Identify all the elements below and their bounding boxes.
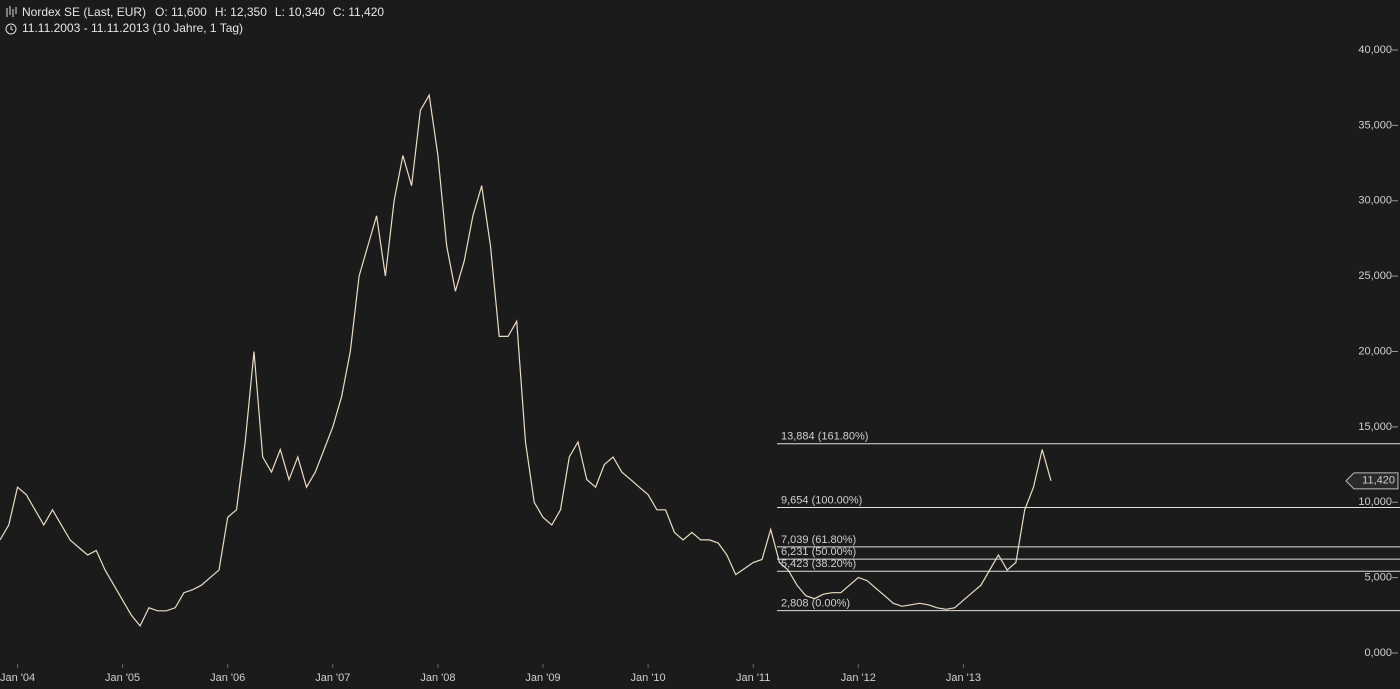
x-tick-label: Jan '04 (0, 672, 35, 684)
x-tick-label: Jan '07 (315, 672, 350, 684)
x-tick-label: Jan '11 (736, 672, 770, 684)
y-tick-label: 40,000 (1358, 44, 1392, 56)
chart-title: Nordex SE (Last, EUR) (22, 5, 146, 19)
y-tick-label: 5,000 (1364, 572, 1392, 584)
level-label: 9,654 (100.00%) (781, 494, 862, 506)
quote-value: C: 11,420 (333, 5, 384, 19)
x-tick-label: Jan '09 (525, 672, 560, 684)
level-label: 7,039 (61.80%) (781, 534, 856, 546)
x-tick-label: Jan '08 (420, 672, 455, 684)
y-tick-label: 30,000 (1358, 195, 1392, 207)
x-tick-label: Jan '13 (946, 672, 981, 684)
x-tick-label: Jan '12 (841, 672, 876, 684)
y-tick-label: 15,000 (1358, 421, 1392, 433)
y-tick-label: 0,000 (1364, 647, 1392, 659)
clock-icon (5, 23, 17, 35)
price-line (0, 93, 1052, 628)
quote-value: O: 11,600 (155, 5, 207, 19)
x-tick-label: Jan '06 (210, 672, 245, 684)
level-label: 2,808 (0.00%) (781, 598, 850, 610)
last-price-label: 11,420 (1362, 475, 1395, 487)
last-price-marker (1345, 472, 1399, 490)
level-label: 6,231 (50.00%) (781, 546, 856, 558)
y-tick-label: 20,000 (1358, 345, 1392, 357)
x-tick-label: Jan '05 (105, 672, 140, 684)
quote-value: H: 12,350 (215, 5, 267, 19)
chart-icon (6, 6, 17, 17)
chart-subtitle: 11.11.2003 - 11.11.2013 (10 Jahre, 1 Tag… (22, 21, 243, 35)
x-tick-label: Jan '10 (631, 672, 666, 684)
y-tick-label: 25,000 (1358, 270, 1392, 282)
y-tick-label: 10,000 (1358, 496, 1392, 508)
level-label: 5,423 (38.20%) (781, 558, 856, 570)
level-label: 13,884 (161.80%) (781, 431, 868, 443)
quote-value: L: 10,340 (275, 5, 325, 19)
y-tick-label: 35,000 (1358, 119, 1392, 131)
